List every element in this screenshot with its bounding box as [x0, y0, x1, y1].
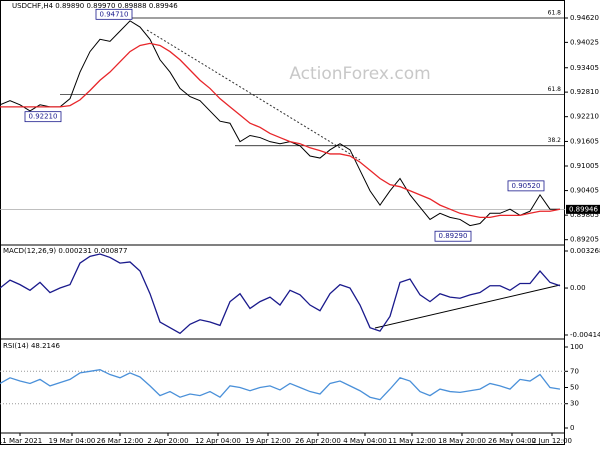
price-box — [507, 180, 545, 192]
x-tick-label: 19 Apr 12:00 — [245, 437, 291, 445]
x-tick-label: 4 May 04:00 — [343, 437, 387, 445]
line-series — [0, 369, 561, 401]
x-tick-label: 11 Mar 2021 — [0, 437, 42, 445]
line-series — [0, 20, 560, 227]
x-tick-label: 18 May 20:00 — [438, 437, 486, 445]
y-tick-label: 0.00 — [570, 284, 586, 292]
price-box-label: 0.94710 — [100, 10, 129, 18]
y-tick-label: 0.94025 — [570, 38, 599, 46]
y-tick-label: 70 — [570, 367, 579, 375]
y-tick-label: 0.93405 — [570, 64, 599, 72]
x-tick-label: 2 Apr 20:00 — [147, 437, 188, 445]
y-tick-label: 0.94620 — [570, 14, 599, 22]
trend-line — [146, 29, 361, 161]
x-tick-label: 11 May 12:00 — [388, 437, 436, 445]
last-price-box — [566, 204, 600, 214]
x-tick-label: 26 Apr 20:00 — [295, 437, 341, 445]
fib-label: 38.2 — [548, 137, 562, 144]
price-box-label: 0.89290 — [439, 232, 468, 240]
price-box — [95, 8, 133, 20]
y-tick-label: 0.003268 — [570, 247, 600, 255]
y-tick-label: 0.91005 — [570, 162, 599, 170]
x-tick-label: 12 Apr 04:00 — [195, 437, 241, 445]
x-tick-label: 26 May 04:00 — [488, 437, 536, 445]
last-price-label: 0.89946 — [569, 205, 598, 213]
y-tick-label: 0.89805 — [570, 211, 599, 219]
price-box — [24, 111, 62, 123]
line-series — [0, 42, 561, 219]
y-tick-label: 0.90405 — [570, 187, 599, 195]
y-tick-label: -0.004144 — [570, 331, 600, 339]
y-tick-label: 0.92210 — [570, 113, 599, 121]
price-box-label: 0.92210 — [29, 113, 58, 121]
y-tick-label: 0.92810 — [570, 88, 599, 96]
y-tick-label: 0.89205 — [570, 236, 599, 244]
y-tick-label: 0.91605 — [570, 137, 599, 145]
y-tick-label: 0 — [570, 424, 574, 432]
price-box — [434, 230, 472, 242]
y-tick-label: 50 — [570, 384, 579, 392]
chart-title: MACD(12,26,9) 0.000231 0.000877 — [3, 247, 127, 255]
frame — [0, 0, 565, 445]
chart-title: USDCHF,H4 0.89890 0.89970 0.89888 0.8994… — [12, 2, 178, 10]
x-tick-label: 19 Mar 04:00 — [49, 437, 96, 445]
y-tick-label: 100 — [570, 343, 583, 351]
price-box-label: 0.90520 — [512, 182, 541, 190]
x-tick-label: 2 Jun 12:00 — [532, 437, 572, 445]
fib-label: 61.8 — [548, 86, 562, 93]
y-tick-label: 30 — [570, 400, 579, 408]
chart-title: RSI(14) 48.2146 — [3, 342, 60, 350]
x-tick-label: 26 Mar 12:00 — [97, 437, 144, 445]
fib-label: 61.8 — [548, 10, 562, 17]
trend-line — [374, 284, 561, 329]
watermark: ActionForex.com — [289, 64, 430, 84]
line-series — [0, 253, 561, 335]
